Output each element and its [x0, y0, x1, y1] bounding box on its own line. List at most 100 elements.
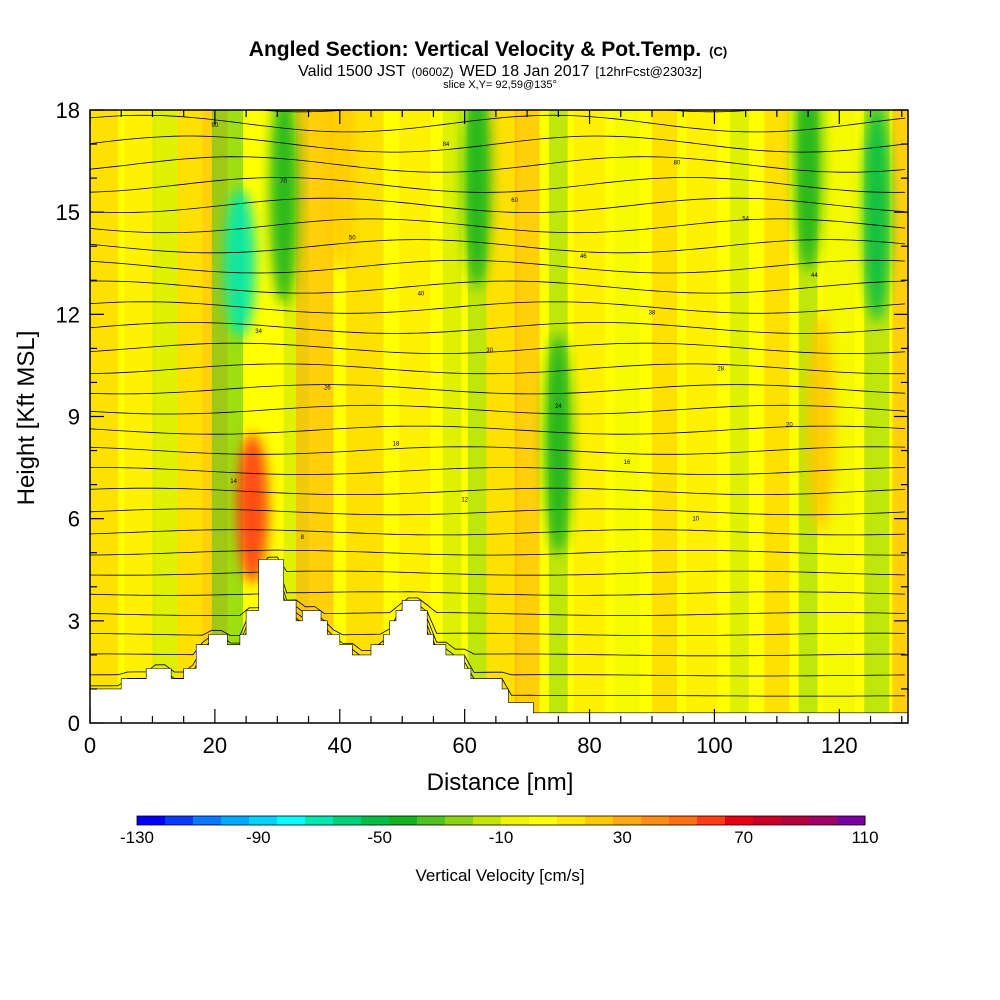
colorbar-tick-label: 30: [613, 828, 632, 847]
x-tick-label: 80: [577, 733, 601, 758]
theta-contour-label: 30: [486, 348, 493, 354]
theta-contour: [90, 259, 905, 274]
theta-contour: [90, 467, 905, 475]
velocity-band: [346, 110, 384, 723]
theta-contour-label: 46: [580, 254, 587, 260]
colorbar-tick-label: -130: [120, 828, 154, 847]
y-tick-label: 0: [68, 711, 80, 736]
theta-contour: [90, 301, 905, 314]
theta-contour: [90, 280, 905, 294]
x-tick-label: 120: [821, 733, 858, 758]
theta-contour: [90, 564, 905, 596]
theta-contour-label: 18: [393, 441, 400, 447]
theta-contour-label: 54: [742, 217, 749, 223]
colorbar-swatch: [501, 816, 530, 825]
theta-contour-label: 20: [786, 423, 793, 429]
colorbar-swatch: [417, 816, 446, 825]
theta-contour-label: 28: [717, 367, 724, 373]
theta-contour: [90, 508, 905, 516]
colorbar-tick-label: -10: [489, 828, 514, 847]
theta-contour: [90, 114, 905, 133]
theta-contour: [90, 156, 905, 173]
x-tick-label: 100: [696, 733, 733, 758]
theta-contours: [90, 110, 905, 697]
x-tick-label: 60: [452, 733, 476, 758]
y-tick-label: 3: [68, 609, 80, 634]
colorbar-swatch: [137, 816, 166, 825]
colorbar-swatch: [781, 816, 810, 825]
x-tick-label: 0: [84, 733, 96, 758]
x-tick-label: 20: [203, 733, 227, 758]
colorbar: [136, 815, 866, 826]
colorbar-swatch: [753, 816, 782, 825]
theta-contour-label: 8: [301, 535, 305, 541]
colorbar-swatch: [529, 816, 558, 825]
theta-contour-label: 90: [212, 123, 219, 129]
theta-contour: [90, 577, 905, 637]
colorbar-swatch: [837, 816, 866, 825]
chart-title: Angled Section: Vertical Velocity & Pot.…: [249, 38, 727, 61]
colorbar-swatch: [193, 816, 222, 825]
theta-contour: [90, 571, 905, 616]
theta-contour: [90, 135, 905, 153]
y-tick-label: 18: [56, 98, 80, 123]
theta-contour-label: 70: [280, 179, 287, 185]
theta-contour: [90, 363, 905, 375]
plot-area: 90 84 80 70 60 54 50 46 44 40 38 34 30 28 26 24 20 18 16 14…: [90, 110, 908, 723]
theta-contour-label: 40: [418, 292, 425, 298]
theta-contour-label: 60: [511, 198, 518, 204]
velocity-cell: [223, 188, 256, 339]
theta-contour-label: 14: [230, 479, 237, 485]
velocity-cell: [269, 110, 298, 306]
y-tick-label: 15: [56, 200, 80, 225]
y-tick-label: 12: [56, 302, 80, 327]
colorbar-tick-label: 70: [734, 828, 753, 847]
velocity-band: [514, 110, 540, 723]
theta-contour-label: 34: [255, 329, 262, 335]
colorbar-swatch: [221, 816, 250, 825]
y-axis: 0 3 6 9 12 15 18: [56, 98, 908, 736]
velocity-band: [764, 110, 790, 723]
velocity-cell: [463, 110, 492, 289]
theta-contour: [90, 342, 905, 355]
theta-contour-label: 24: [555, 404, 562, 410]
velocity-cell: [862, 110, 891, 323]
velocity-band: [651, 110, 677, 723]
colorbar-tick-labels: -130 -90 -50 -10 30 70 110: [120, 828, 879, 847]
theta-contour: [90, 322, 905, 334]
theta-contour: [90, 197, 905, 213]
theta-contour-label: 16: [624, 460, 631, 466]
theta-contour-label: 12: [461, 498, 468, 504]
velocity-cells: [223, 110, 891, 584]
colorbar-swatch: [165, 816, 194, 825]
chart-subtitle: Valid 1500 JST (0600Z) WED 18 Jan 2017 [12h…: [298, 63, 702, 80]
y-axis-label: Height [Kft MSL]: [13, 331, 40, 506]
velocity-band: [177, 110, 203, 723]
velocity-band: [730, 110, 749, 723]
y-tick-label: 9: [68, 405, 80, 430]
velocity-band: [614, 110, 640, 723]
theta-contour: [90, 556, 905, 576]
colorbar-tick-label: -90: [246, 828, 271, 847]
colorbar-swatch: [557, 816, 586, 825]
colorbar-swatch: [585, 816, 614, 825]
colorbar-swatch: [445, 816, 474, 825]
theta-contour-label: 38: [649, 310, 656, 316]
theta-contour: [90, 446, 905, 455]
terrain: [90, 559, 908, 723]
theta-contour-label: 26: [324, 385, 331, 391]
theta-contour: [90, 176, 905, 193]
theta-contour: [255, 110, 759, 113]
theta-contour-label: 80: [674, 160, 681, 166]
colorbar-swatch: [697, 816, 726, 825]
velocity-band: [686, 110, 718, 723]
colorbar-tick-label: 110: [851, 828, 878, 847]
velocity-cell: [806, 313, 835, 534]
velocity-cell: [236, 433, 269, 584]
colorbar-swatch: [389, 816, 418, 825]
theta-contour: [90, 549, 905, 556]
x-tick-label: 40: [328, 733, 352, 758]
velocity-cell: [544, 333, 573, 554]
